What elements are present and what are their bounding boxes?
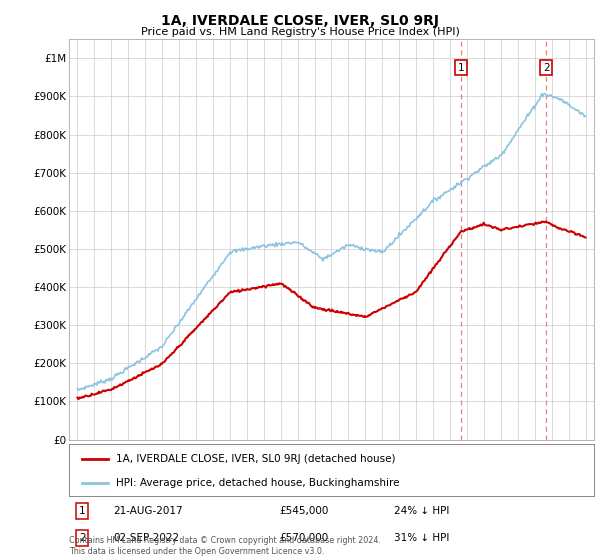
Text: 1: 1 bbox=[458, 63, 464, 73]
Text: 2: 2 bbox=[79, 533, 85, 543]
Text: 24% ↓ HPI: 24% ↓ HPI bbox=[395, 506, 450, 516]
Text: £545,000: £545,000 bbox=[279, 506, 328, 516]
Text: HPI: Average price, detached house, Buckinghamshire: HPI: Average price, detached house, Buck… bbox=[116, 478, 400, 488]
Text: 1A, IVERDALE CLOSE, IVER, SL0 9RJ: 1A, IVERDALE CLOSE, IVER, SL0 9RJ bbox=[161, 14, 439, 28]
Text: 1A, IVERDALE CLOSE, IVER, SL0 9RJ (detached house): 1A, IVERDALE CLOSE, IVER, SL0 9RJ (detac… bbox=[116, 454, 396, 464]
Text: 1: 1 bbox=[79, 506, 85, 516]
Text: 2: 2 bbox=[543, 63, 550, 73]
Text: 21-AUG-2017: 21-AUG-2017 bbox=[113, 506, 183, 516]
Text: 02-SEP-2022: 02-SEP-2022 bbox=[113, 533, 180, 543]
Text: 31% ↓ HPI: 31% ↓ HPI bbox=[395, 533, 450, 543]
Text: Contains HM Land Registry data © Crown copyright and database right 2024.
This d: Contains HM Land Registry data © Crown c… bbox=[69, 536, 381, 556]
Text: Price paid vs. HM Land Registry's House Price Index (HPI): Price paid vs. HM Land Registry's House … bbox=[140, 27, 460, 37]
Text: £570,000: £570,000 bbox=[279, 533, 328, 543]
